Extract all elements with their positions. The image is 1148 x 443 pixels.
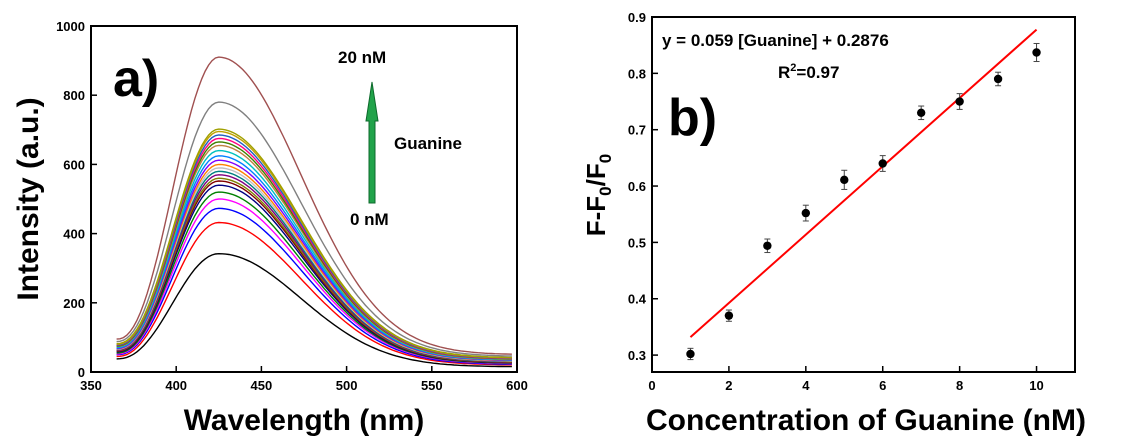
x-axis-title-b: Concentration of Guanine (nM) [646,404,1086,437]
annotation-arrow-label: Guanine [394,134,462,153]
spectrum-series-line [116,207,512,365]
x-tick-label-b: 0 [648,378,655,393]
data-point [801,208,811,218]
spectrum-series-line [116,180,512,364]
x-tick-label-b: 10 [1029,378,1043,393]
y-tick-label-a: 0 [78,365,85,380]
panel-label-a: a) [113,50,159,108]
y-tick-label-b: 0.6 [628,179,646,194]
x-tick-label-b: 8 [956,378,963,393]
y-axis-title-a: Intensity (a.u.) [12,97,45,300]
data-point [686,349,695,359]
annotation-bottom-concentration: 0 nM [350,210,389,229]
r-squared-sup: 2 [790,62,796,74]
x-axis-ticks-a: 350 400 450 500 550 600 [80,366,528,393]
x-tick-label-a: 350 [80,378,102,393]
y-tick-label-b: 0.8 [628,66,646,81]
spectrum-series-line [116,184,512,364]
data-point [955,97,964,106]
panel-label-b: b) [668,89,717,147]
spectrum-series-line [116,221,512,366]
x-tick-label-a: 600 [506,378,528,393]
x-tick-label-a: 550 [421,378,443,393]
y-tick-label-a: 200 [63,296,85,311]
x-tick-label-a: 400 [165,378,187,393]
data-point [724,311,734,320]
y-tick-label-b: 0.7 [628,123,646,138]
r-squared-value: =0.97 [796,63,839,82]
fit-line [689,28,1038,338]
x-tick-label-a: 450 [251,378,273,393]
spectrum-series-line [116,56,512,355]
y-axis-ticks-a: 0 200 400 600 800 1000 [56,19,97,380]
y-tick-label-a: 400 [63,227,85,242]
annotation-top-concentration: 20 nM [338,48,386,67]
spectrum-series-line [116,101,512,357]
up-arrow-icon [365,81,379,204]
y-axis-title-b: F-F0/F0 [581,154,615,236]
y-tick-label-b: 0.3 [628,348,646,363]
data-point [878,159,887,168]
y-axis-ticks-b: 0.3 0.4 0.5 0.6 0.7 0.8 0.9 [628,10,658,363]
fit-equation: y = 0.059 [Guanine] + 0.2876 [662,31,889,50]
panel-b: 0 2 4 6 8 10 0.3 0.4 0.5 0.6 0.7 0.8 0.9 b) y = 0.0… [581,10,1086,437]
data-point [763,241,772,250]
x-tick-label-b: 6 [879,378,886,393]
spectra-series-group [116,56,512,368]
data-points-b [686,42,1041,361]
x-axis-ticks-b: 0 2 4 6 8 10 [648,366,1044,393]
plot-frame-b [651,16,1076,373]
x-axis-title-a: Wavelength (nm) [184,404,425,437]
y-tick-label-b: 0.5 [628,235,646,250]
data-point [840,175,849,185]
y-title-b-main: F-F [581,196,611,236]
data-point [916,108,926,117]
r-squared: R2=0.97 [778,62,839,82]
r-squared-prefix: R [778,63,790,82]
data-point [993,74,1003,84]
x-tick-label-a: 500 [336,378,358,393]
y-title-b-sub0: 0 [596,186,615,195]
data-point [1032,48,1041,57]
y-title-b-sub1: 0 [596,154,615,163]
y-title-b-slash: /F [581,163,611,186]
x-tick-label-b: 2 [725,378,732,393]
y-tick-label-a: 800 [63,88,85,103]
y-tick-label-b: 0.9 [628,10,646,25]
y-tick-label-a: 600 [63,157,85,172]
spectrum-series-line [116,252,512,368]
plot-frame-a [90,25,518,373]
y-tick-label-b: 0.4 [628,292,647,307]
x-tick-label-b: 4 [802,378,810,393]
y-tick-label-a: 1000 [56,19,85,34]
spectrum-series-line [116,128,512,359]
